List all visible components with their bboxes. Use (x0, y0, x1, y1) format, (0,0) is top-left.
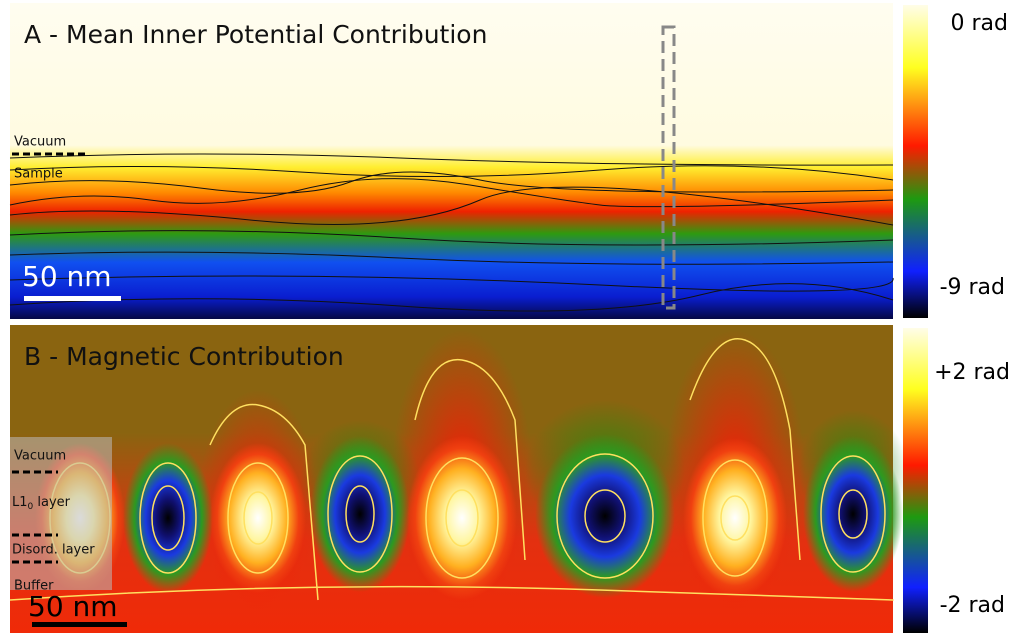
colorbar-label: +2 rad (934, 360, 1010, 385)
colorbar (903, 5, 928, 318)
layer-label: Disord. layer (12, 543, 95, 558)
scale-bar-label: 50 nm (28, 590, 118, 623)
layer-label: Vacuum (14, 135, 66, 150)
panel-b: B - Magnetic Contribution Vacuum L10 lay… (9, 325, 1010, 633)
layer-label-suffix: layer (33, 495, 70, 510)
colorbar-label: -2 rad (940, 593, 1005, 618)
panel-title: B - Magnetic Contribution (24, 342, 344, 371)
colorbar-label: -9 rad (940, 275, 1005, 300)
layer-label-main: L1 (12, 495, 28, 510)
layer-label: Buffer (14, 579, 54, 594)
layer-overlay (10, 437, 112, 590)
selection-box (661, 25, 676, 310)
scale-bar (24, 296, 121, 301)
scale-bar (32, 622, 127, 627)
layer-label-subscript: 0 (28, 502, 34, 512)
panel-title: A - Mean Inner Potential Contribution (24, 20, 487, 49)
interface-lines (12, 470, 58, 564)
colorbar-label: 0 rad (951, 11, 1008, 36)
panel-a: A - Mean Inner Potential Contribution Va… (9, 3, 1008, 319)
contours (9, 153, 894, 312)
scale-bar-label: 50 nm (22, 260, 112, 293)
colorbar (903, 328, 928, 633)
layer-label: Vacuum (14, 449, 66, 464)
layer-label: L10 layer (12, 495, 71, 512)
phase-image (10, 3, 893, 319)
layer-label: Sample (14, 167, 63, 182)
